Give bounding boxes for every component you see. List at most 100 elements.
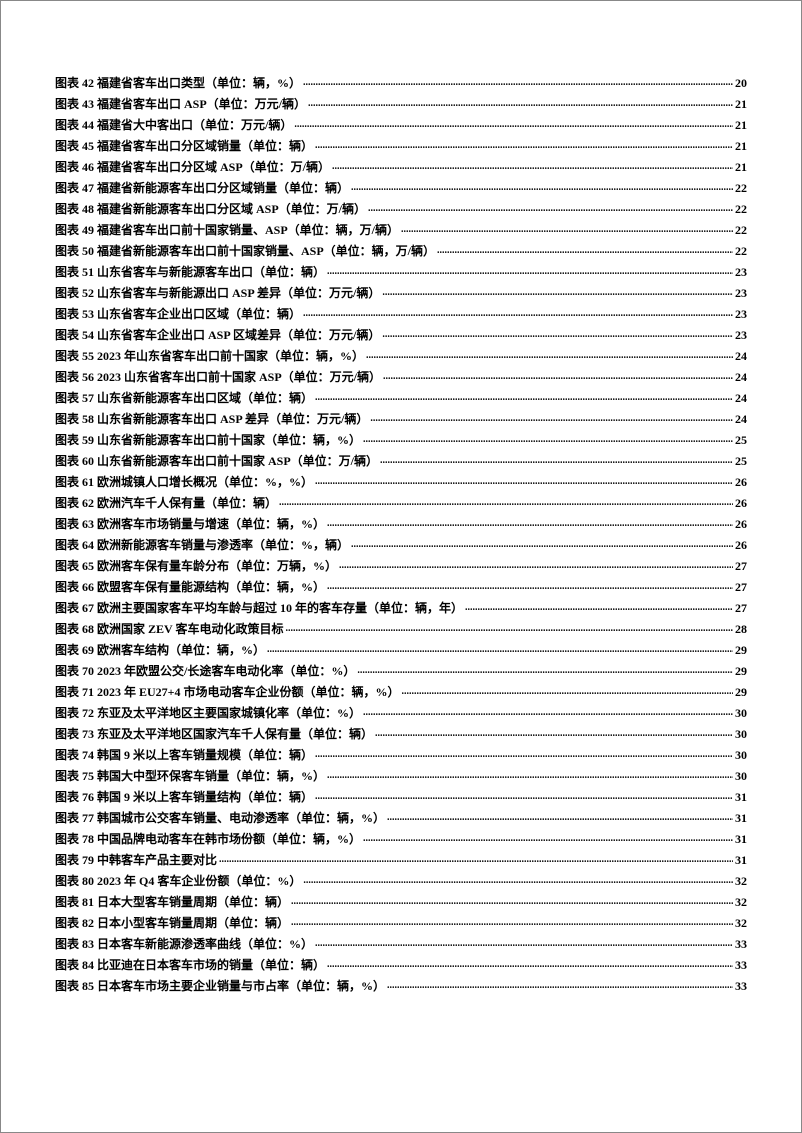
toc-label: 图表 45 福建省客车出口分区域销量（单位：辆） [55, 136, 313, 157]
toc-page-number: 21 [735, 115, 747, 136]
toc-page-number: 29 [735, 682, 747, 703]
toc-page-number: 31 [735, 808, 747, 829]
table-of-contents: 图表 42 福建省客车出口类型（单位：辆，%） 20 图表 43 福建省客车出口 A… [55, 73, 747, 997]
toc-entry: 图表 60 山东省新能源客车出口前十国家 ASP（单位：万/辆）25 [55, 451, 747, 472]
toc-entry: 图表 45 福建省客车出口分区域销量（单位：辆） 21 [55, 136, 747, 157]
toc-entry: 图表 77 韩国城市公交客车销量、电动渗透率（单位：辆，%）31 [55, 808, 747, 829]
toc-leader-dots [315, 745, 733, 766]
toc-leader-dots [291, 913, 733, 934]
toc-leader-dots [339, 556, 733, 577]
toc-entry: 图表 76 韩国 9 米以上客车销量结构（单位：辆） 31 [55, 787, 747, 808]
toc-page-number: 27 [735, 556, 747, 577]
toc-label: 图表 75 韩国大中型环保客车销量（单位：辆，%） [55, 766, 325, 787]
toc-page-number: 33 [735, 934, 747, 955]
toc-page-number: 30 [735, 724, 747, 745]
toc-leader-dots [382, 325, 733, 346]
toc-entry: 图表 85 日本客车市场主要企业销量与市占率（单位：辆，%）33 [55, 976, 747, 997]
toc-leader-dots [380, 451, 733, 472]
toc-leader-dots [375, 724, 733, 745]
toc-label: 图表 42 福建省客车出口类型（单位：辆，%） [55, 73, 301, 94]
toc-label: 图表 63 欧洲客车市场销量与增速（单位：辆，%） [55, 514, 325, 535]
toc-leader-dots [327, 514, 733, 535]
toc-leader-dots [327, 766, 733, 787]
toc-label: 图表 65 欧洲客车保有量车龄分布（单位：万辆，%） [55, 556, 337, 577]
toc-leader-dots [285, 619, 733, 640]
toc-leader-dots [315, 388, 733, 409]
toc-page-number: 30 [735, 703, 747, 724]
toc-leader-dots [383, 367, 733, 388]
toc-entry: 图表 55 2023 年山东省客车出口前十国家（单位：辆，%）24 [55, 346, 747, 367]
toc-label: 图表 52 山东省客车与新能源出口 ASP 差异（单位：万元/辆） [55, 283, 380, 304]
toc-page-number: 26 [735, 514, 747, 535]
toc-entry: 图表 47 福建省新能源客车出口分区域销量（单位：辆） 22 [55, 178, 747, 199]
toc-entry: 图表 64 欧洲新能源客车销量与渗透率（单位：%，辆）26 [55, 535, 747, 556]
toc-entry: 图表 71 2023 年 EU27+4 市场电动客车企业份额（单位：辆，%）29 [55, 682, 747, 703]
toc-page-number: 32 [735, 892, 747, 913]
toc-entry: 图表 52 山东省客车与新能源出口 ASP 差异（单位：万元/辆）23 [55, 283, 747, 304]
toc-entry: 图表 82 日本小型客车销量周期（单位：辆）32 [55, 913, 747, 934]
toc-leader-dots [370, 409, 733, 430]
toc-page-number: 31 [735, 850, 747, 871]
toc-page-number: 21 [735, 157, 747, 178]
toc-label: 图表 58 山东省新能源客车出口 ASP 差异（单位：万元/辆） [55, 409, 368, 430]
toc-page-number: 29 [735, 640, 747, 661]
toc-label: 图表 54 山东省客车企业出口 ASP 区域差异（单位：万元/辆） [55, 325, 380, 346]
toc-page-number: 33 [735, 955, 747, 976]
toc-page-number: 24 [735, 388, 747, 409]
toc-label: 图表 59 山东省新能源客车出口前十国家（单位：辆，%） [55, 430, 361, 451]
toc-label: 图表 76 韩国 9 米以上客车销量结构（单位：辆） [55, 787, 313, 808]
toc-page-number: 21 [735, 94, 747, 115]
toc-label: 图表 43 福建省客车出口 ASP（单位：万元/辆） [55, 94, 306, 115]
toc-label: 图表 66 欧盟客车保有量能源结构（单位：辆，%） [55, 577, 325, 598]
toc-leader-dots [363, 703, 733, 724]
toc-entry: 图表 63 欧洲客车市场销量与增速（单位：辆，%） 26 [55, 514, 747, 535]
toc-page-number: 32 [735, 871, 747, 892]
toc-entry: 图表 56 2023 山东省客车出口前十国家 ASP（单位：万元/辆） 24 [55, 367, 747, 388]
toc-leader-dots [368, 199, 733, 220]
toc-page-number: 24 [735, 367, 747, 388]
toc-label: 图表 82 日本小型客车销量周期（单位：辆） [55, 913, 289, 934]
toc-page-number: 23 [735, 262, 747, 283]
toc-page-number: 28 [735, 619, 747, 640]
toc-page-number: 22 [735, 199, 747, 220]
toc-page-number: 22 [735, 178, 747, 199]
toc-page-number: 25 [735, 451, 747, 472]
toc-label: 图表 44 福建省大中客出口（单位：万元/辆） [55, 115, 292, 136]
toc-label: 图表 62 欧洲汽车千人保有量（单位：辆） [55, 493, 277, 514]
toc-leader-dots [315, 136, 733, 157]
toc-label: 图表 47 福建省新能源客车出口分区域销量（单位：辆） [55, 178, 349, 199]
toc-leader-dots [351, 178, 733, 199]
toc-page-number: 21 [735, 136, 747, 157]
toc-entry: 图表 51 山东省客车与新能源客车出口（单位：辆）23 [55, 262, 747, 283]
toc-page-number: 26 [735, 535, 747, 556]
toc-leader-dots [303, 73, 733, 94]
toc-page-number: 23 [735, 325, 747, 346]
toc-entry: 图表 70 2023 年欧盟公交/长途客车电动化率（单位：%）29 [55, 661, 747, 682]
toc-leader-dots [327, 955, 733, 976]
toc-label: 图表 56 2023 山东省客车出口前十国家 ASP（单位：万元/辆） [55, 367, 381, 388]
toc-leader-dots [291, 892, 733, 913]
toc-entry: 图表 44 福建省大中客出口（单位：万元/辆） 21 [55, 115, 747, 136]
toc-page-number: 31 [735, 787, 747, 808]
toc-page-number: 22 [735, 241, 747, 262]
toc-entry: 图表 42 福建省客车出口类型（单位：辆，%） 20 [55, 73, 747, 94]
toc-label: 图表 69 欧洲客车结构（单位：辆，%） [55, 640, 265, 661]
toc-label: 图表 67 欧洲主要国家客车平均车龄与超过 10 年的客车存量（单位：辆，年） [55, 598, 463, 619]
toc-entry: 图表 81 日本大型客车销量周期（单位：辆）32 [55, 892, 747, 913]
toc-leader-dots [315, 472, 733, 493]
toc-leader-dots [357, 661, 733, 682]
toc-page-number: 23 [735, 304, 747, 325]
toc-leader-dots [363, 430, 733, 451]
toc-leader-dots [294, 115, 733, 136]
toc-page-number: 26 [735, 493, 747, 514]
toc-entry: 图表 54 山东省客车企业出口 ASP 区域差异（单位：万元/辆） 23 [55, 325, 747, 346]
toc-entry: 图表 59 山东省新能源客车出口前十国家（单位：辆，%） 25 [55, 430, 747, 451]
toc-label: 图表 68 欧洲国家 ZEV 客车电动化政策目标 [55, 619, 283, 640]
toc-page-number: 24 [735, 409, 747, 430]
toc-label: 图表 57 山东省新能源客车出口区域（单位：辆） [55, 388, 313, 409]
toc-entry: 图表 48 福建省新能源客车出口分区域 ASP（单位：万/辆）22 [55, 199, 747, 220]
toc-page-number: 20 [735, 73, 747, 94]
toc-entry: 图表 58 山东省新能源客车出口 ASP 差异（单位：万元/辆） 24 [55, 409, 747, 430]
toc-page-number: 22 [735, 220, 747, 241]
toc-page-number: 25 [735, 430, 747, 451]
